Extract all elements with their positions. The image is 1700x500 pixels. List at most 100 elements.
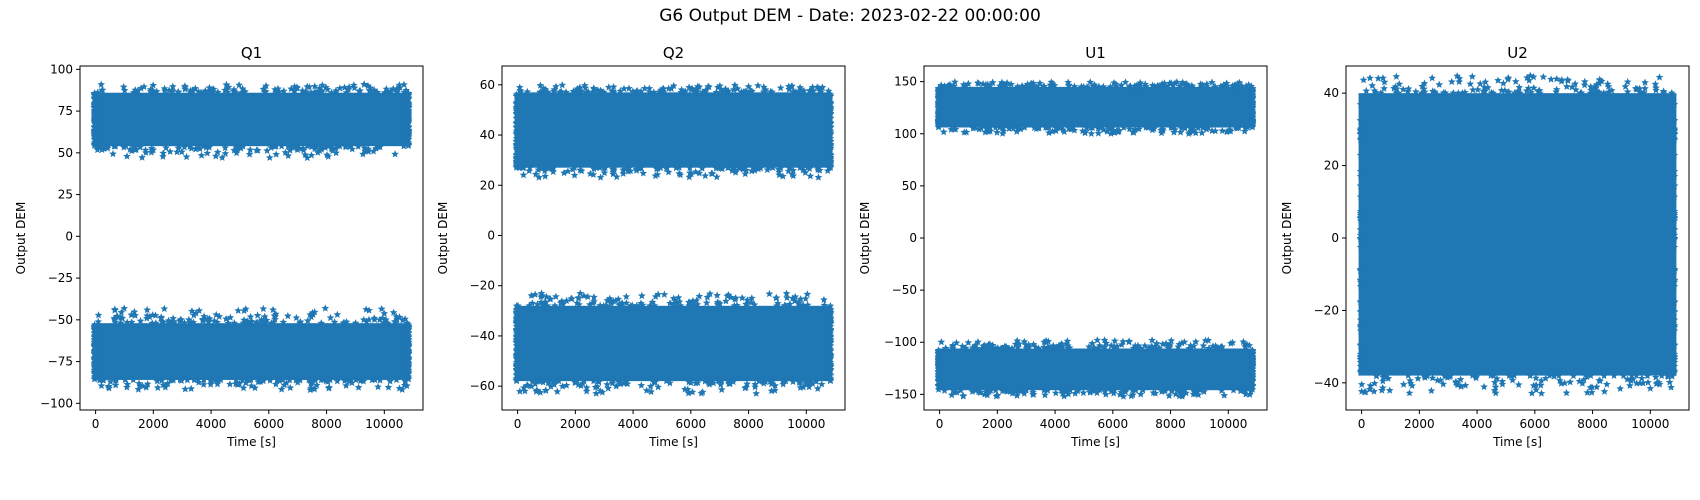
data-point-star (1670, 355, 1679, 363)
data-point-star (1473, 85, 1482, 93)
data-point-star (582, 383, 591, 391)
data-point-star (649, 88, 658, 96)
scatter-series-2 (512, 289, 835, 397)
data-point-star (1110, 336, 1119, 345)
data-point-star (1525, 76, 1533, 84)
data-point-star (1117, 340, 1126, 348)
data-point-star (150, 88, 158, 96)
data-point-star (1490, 386, 1499, 394)
data-point-star (190, 376, 198, 384)
data-point-star (230, 319, 239, 327)
data-point-star (1041, 391, 1049, 399)
data-point-star (269, 318, 278, 326)
data-point-star (186, 142, 194, 151)
data-point-star (1564, 76, 1572, 84)
data-point-star (1572, 85, 1580, 94)
data-point-star (512, 114, 521, 122)
data-point-star (948, 82, 956, 91)
data-point-star (123, 152, 131, 160)
data-point-star (703, 293, 712, 301)
data-point-star (986, 386, 995, 394)
data-point-star (1095, 82, 1103, 90)
data-point-star (221, 149, 230, 157)
data-point-star (812, 377, 820, 385)
data-point-star (674, 293, 683, 301)
data-point-star (766, 87, 775, 96)
data-point-star (1651, 373, 1660, 381)
data-point-star (813, 384, 822, 392)
y-tick-label: 20 (1324, 159, 1339, 173)
data-point-star (148, 319, 157, 327)
data-point-star (1086, 78, 1095, 86)
data-point-star (1623, 375, 1632, 383)
data-point-star (157, 314, 165, 322)
data-point-star (533, 300, 542, 308)
data-point-star (1562, 388, 1571, 397)
data-point-star (191, 145, 200, 153)
data-point-star (780, 301, 789, 310)
data-point-star (1378, 383, 1387, 392)
data-point-star (234, 306, 243, 314)
data-point-star (512, 338, 521, 347)
data-point-star (1356, 326, 1365, 335)
data-point-star (1562, 82, 1571, 90)
data-point-star (1418, 82, 1427, 90)
data-point-star (362, 317, 371, 325)
axes-frame (79, 65, 424, 411)
data-point-star (1357, 380, 1366, 388)
dense-marker-band (514, 305, 833, 382)
data-point-star (143, 305, 151, 314)
data-point-star (354, 142, 363, 150)
data-point-star (404, 132, 413, 140)
x-tick-label: 6000 (676, 417, 707, 431)
data-point-star (391, 150, 399, 158)
data-point-star (1412, 87, 1420, 96)
data-point-star (600, 168, 609, 177)
data-point-star (768, 163, 777, 172)
data-point-star (1446, 372, 1455, 380)
data-point-star (741, 87, 749, 95)
data-point-star (1575, 377, 1584, 385)
data-point-star (246, 145, 255, 154)
data-point-star (776, 84, 785, 92)
data-point-star (512, 150, 521, 158)
data-point-star (525, 166, 533, 175)
x-tick-label: 6000 (254, 417, 285, 431)
data-point-star (90, 347, 99, 355)
data-point-star (1600, 387, 1609, 395)
data-point-star (340, 376, 349, 385)
data-point-star (404, 101, 413, 109)
y-tick-label: −20 (1314, 303, 1339, 317)
data-point-star (123, 383, 131, 391)
data-point-star (686, 163, 694, 172)
data-point-star (527, 382, 536, 390)
data-point-star (595, 163, 604, 172)
data-point-star (271, 312, 279, 320)
data-point-star (1142, 123, 1150, 131)
data-point-star (90, 109, 99, 117)
data-point-star (1217, 386, 1226, 394)
data-point-star (1070, 126, 1079, 134)
data-point-star (562, 88, 570, 96)
data-point-star (1639, 379, 1647, 387)
data-point-star (1670, 353, 1679, 361)
data-point-star (681, 87, 690, 95)
data-point-star (253, 311, 262, 319)
data-point-star (318, 81, 327, 89)
data-point-star (1507, 372, 1516, 380)
data-point-star (512, 301, 521, 310)
data-point-star (978, 344, 986, 352)
data-point-star (1147, 342, 1156, 351)
data-point-star (1491, 378, 1499, 386)
data-point-star (939, 128, 948, 136)
x-tick-label: 2000 (982, 417, 1013, 431)
data-point-star (934, 110, 943, 118)
data-point-star (1494, 76, 1502, 84)
data-point-star (266, 376, 274, 384)
data-point-star (174, 144, 183, 152)
data-point-star (516, 86, 524, 94)
data-point-star (722, 297, 730, 305)
data-point-star (612, 382, 620, 390)
data-point-star (1356, 362, 1365, 370)
data-point-star (111, 381, 120, 389)
